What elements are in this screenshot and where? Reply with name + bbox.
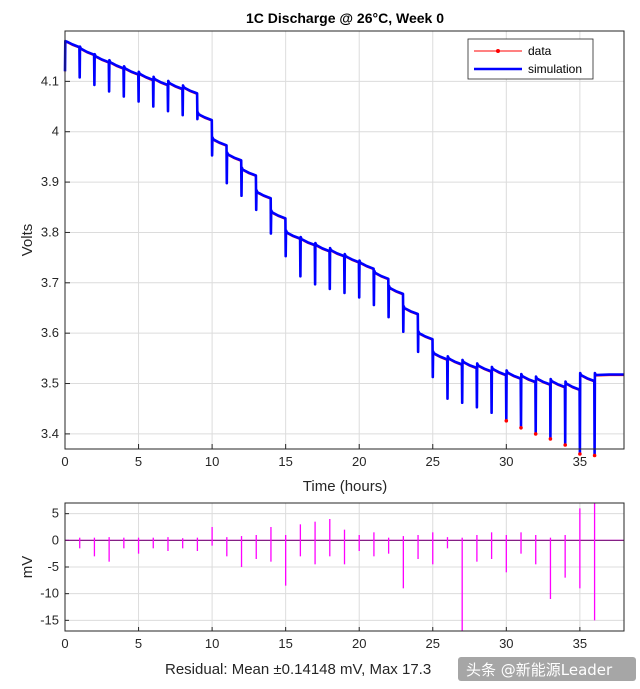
residual-x-tick-2: 10 <box>205 636 219 651</box>
simulation-series-line <box>63 39 624 456</box>
main-series <box>63 39 624 458</box>
residual-axes-box <box>64 502 625 632</box>
main-axes-box <box>64 30 625 450</box>
main-x-tick-0: 0 <box>61 454 68 469</box>
main-x-tick-5: 25 <box>426 454 440 469</box>
residual-y-axis: -15 -10 -5 0 5 <box>40 506 69 627</box>
main-y-axis: 3.4 3.5 3.6 3.7 3.8 3.9 4 4.1 <box>41 73 70 441</box>
residual-y-label: mV <box>19 556 36 579</box>
main-y-tick-6: 4 <box>52 124 59 139</box>
residual-y-tick-2: -5 <box>47 559 59 574</box>
main-x-tick-4: 20 <box>352 454 366 469</box>
main-x-tick-6: 30 <box>499 454 513 469</box>
main-x-label: Time (hours) <box>303 478 387 495</box>
residual-y-tick-1: -10 <box>40 586 59 601</box>
legend: data simulation <box>467 38 594 80</box>
main-x-tick-3: 15 <box>278 454 292 469</box>
main-y-tick-0: 3.4 <box>41 426 59 441</box>
residual-x-label: Residual: Mean ±0.14148 mV, Max 17.3 <box>165 661 431 678</box>
data-point-34 <box>578 452 582 456</box>
main-title: 1C Discharge @ 26°C, Week 0 <box>246 10 444 26</box>
main-y-label: Volts <box>19 224 36 257</box>
main-x-tick-1: 5 <box>135 454 142 469</box>
main-grid <box>64 31 624 449</box>
residual-y-tick-3: 0 <box>52 532 59 547</box>
main-x-tick-2: 10 <box>205 454 219 469</box>
main-x-tick-7: 35 <box>573 454 587 469</box>
main-y-tick-1: 3.5 <box>41 376 59 391</box>
residual-x-tick-1: 5 <box>135 636 142 651</box>
main-y-tick-2: 3.6 <box>41 325 59 340</box>
residual-y-tick-0: -15 <box>40 612 59 627</box>
data-point-29 <box>504 419 509 423</box>
main-y-tick-3: 3.7 <box>41 275 59 290</box>
data-point-33 <box>563 443 567 447</box>
data-point-30 <box>519 426 523 430</box>
data-point-31 <box>533 432 538 436</box>
legend-box <box>467 38 594 80</box>
residual-x-tick-5: 25 <box>426 636 440 651</box>
residual-y-tick-4: 5 <box>52 506 59 521</box>
residual-x-axis: 0 5 10 15 20 25 30 35 <box>61 627 587 651</box>
residual-series <box>65 503 624 631</box>
residual-x-tick-0: 0 <box>61 636 68 651</box>
watermark-backdrop <box>458 657 636 681</box>
residual-x-tick-6: 30 <box>499 636 513 651</box>
legend-data-marker <box>496 49 500 53</box>
watermark-text: 头条 @新能源Leader <box>466 661 613 679</box>
residual-x-tick-4: 20 <box>352 636 366 651</box>
residual-x-tick-3: 15 <box>278 636 292 651</box>
main-x-axis: 0 5 10 15 20 25 30 35 <box>61 444 587 469</box>
legend-data-label: data <box>528 44 552 58</box>
data-point-35 <box>592 453 597 458</box>
legend-simulation-label: simulation <box>528 62 582 76</box>
data-point-32 <box>548 437 553 441</box>
main-y-tick-4: 3.8 <box>41 224 59 239</box>
main-y-tick-5: 3.9 <box>41 174 59 189</box>
main-y-tick-7: 4.1 <box>41 73 59 88</box>
residual-x-tick-7: 35 <box>573 636 587 651</box>
